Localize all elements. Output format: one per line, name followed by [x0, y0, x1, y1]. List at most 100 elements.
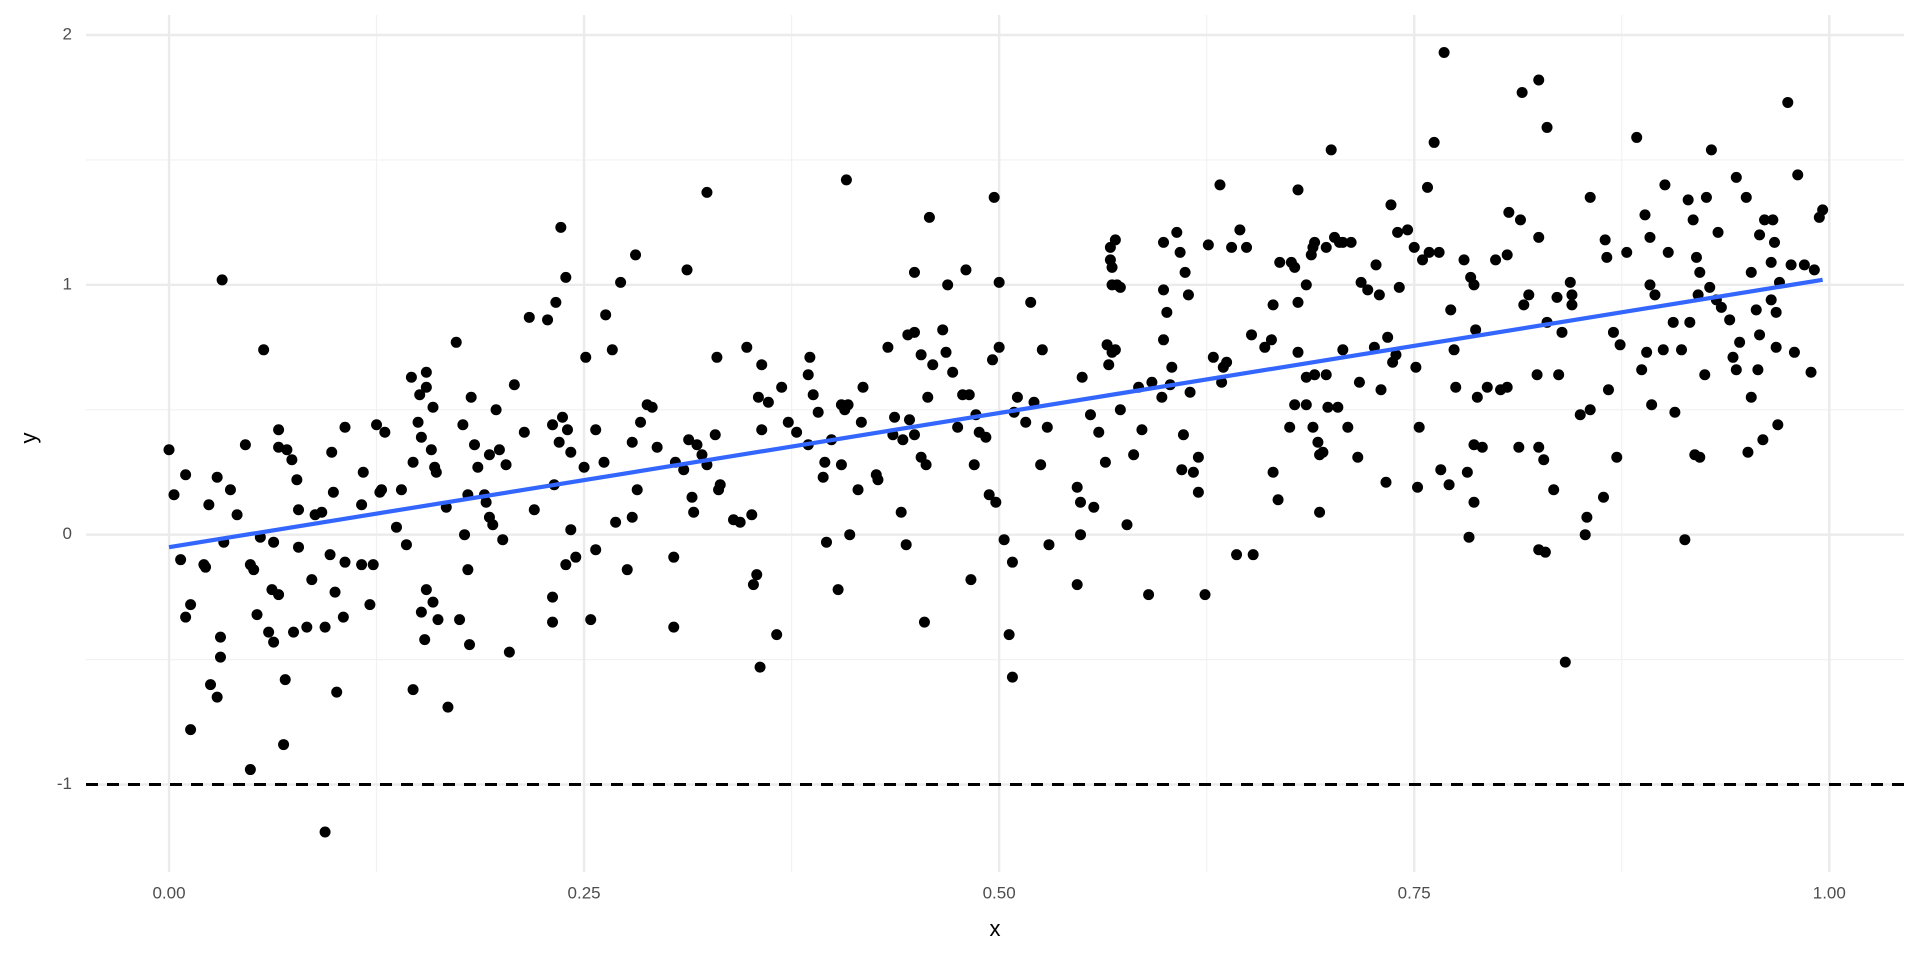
point	[1481, 381, 1493, 393]
point	[1584, 191, 1596, 203]
point	[1393, 281, 1405, 293]
point	[414, 389, 426, 401]
point	[1770, 306, 1782, 318]
point	[570, 551, 582, 563]
point	[1075, 496, 1087, 508]
point	[1109, 344, 1121, 356]
point	[442, 701, 454, 713]
point	[1272, 494, 1284, 506]
point	[324, 549, 336, 561]
point	[542, 314, 554, 326]
point	[1659, 179, 1671, 191]
point	[1448, 344, 1460, 356]
point	[580, 351, 592, 363]
point	[427, 401, 439, 413]
point	[1076, 371, 1088, 383]
y-tick-label: 2	[63, 24, 72, 43]
point	[268, 536, 280, 548]
point	[1412, 481, 1424, 493]
point	[1704, 281, 1716, 293]
point	[1373, 289, 1385, 301]
point	[425, 444, 437, 456]
point	[1676, 344, 1688, 356]
point	[547, 419, 559, 431]
point	[1730, 364, 1742, 376]
point	[1075, 529, 1087, 541]
point	[668, 551, 680, 563]
point	[1314, 506, 1326, 518]
point	[1621, 246, 1633, 258]
point	[1325, 144, 1337, 156]
point	[1158, 334, 1170, 346]
point	[1445, 304, 1457, 316]
point	[1247, 549, 1259, 561]
point	[1289, 261, 1301, 273]
point	[1772, 419, 1784, 431]
point	[1533, 74, 1545, 86]
point	[1690, 251, 1702, 263]
point	[518, 426, 530, 438]
point	[1093, 426, 1105, 438]
point	[205, 679, 217, 691]
point	[1171, 226, 1183, 238]
y-tick-label: -1	[57, 774, 72, 793]
point	[908, 429, 920, 441]
point	[1320, 369, 1332, 381]
point	[1410, 361, 1422, 373]
point	[872, 474, 884, 486]
point	[1581, 511, 1593, 523]
point	[1533, 231, 1545, 243]
point	[286, 454, 298, 466]
point	[1158, 236, 1170, 248]
point	[1192, 486, 1204, 498]
y-tick-label: 0	[63, 524, 72, 543]
point	[293, 504, 305, 516]
point	[316, 506, 328, 518]
point	[1541, 121, 1553, 133]
point	[1422, 181, 1434, 193]
point	[301, 621, 313, 633]
point	[291, 474, 303, 486]
point	[1574, 409, 1586, 421]
point	[688, 506, 700, 518]
point	[547, 616, 559, 628]
point	[1782, 96, 1794, 108]
point	[1699, 369, 1711, 381]
point	[1513, 441, 1525, 453]
point	[606, 344, 618, 356]
point	[1355, 276, 1367, 288]
point	[319, 826, 331, 838]
point	[1727, 351, 1739, 363]
point	[1187, 466, 1199, 478]
point	[1767, 214, 1779, 226]
point	[1267, 466, 1279, 478]
point	[1332, 401, 1344, 413]
point	[1433, 246, 1445, 258]
point	[163, 444, 175, 456]
point	[852, 484, 864, 496]
point	[288, 626, 300, 638]
point	[1035, 459, 1047, 471]
point	[714, 479, 726, 491]
point	[922, 391, 934, 403]
point	[1353, 376, 1365, 388]
point	[1551, 291, 1563, 303]
point	[278, 739, 290, 751]
point	[432, 614, 444, 626]
point	[1523, 289, 1535, 301]
point	[376, 484, 388, 496]
point	[490, 404, 502, 416]
x-tick-label: 0.00	[152, 883, 185, 902]
point	[1184, 386, 1196, 398]
point	[1533, 441, 1545, 453]
point	[918, 616, 930, 628]
point	[454, 614, 466, 626]
point	[1375, 384, 1387, 396]
point	[844, 529, 856, 541]
point	[1559, 656, 1571, 668]
point	[937, 324, 949, 336]
point	[1136, 424, 1148, 436]
point	[1099, 456, 1111, 468]
point	[1174, 246, 1186, 258]
point	[965, 574, 977, 586]
